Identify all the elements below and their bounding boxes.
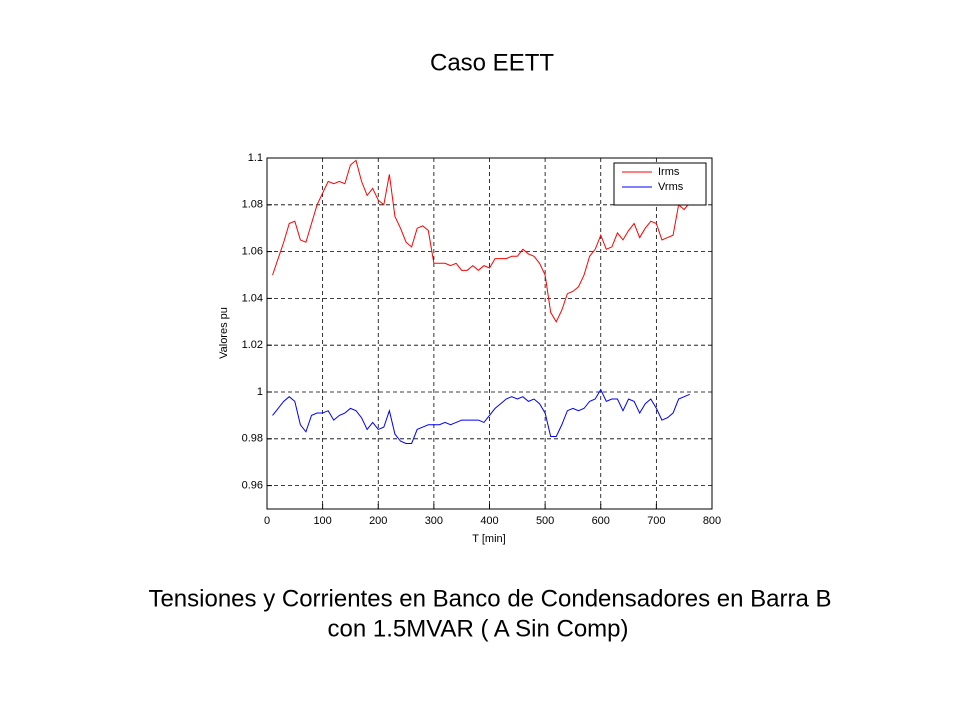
legend-label: Vrms <box>658 181 684 193</box>
legend-label: Irms <box>658 166 680 178</box>
caption: con 1.5MVAR ( A Sin Comp) <box>327 615 628 642</box>
y-tick-label: 0.96 <box>242 480 263 492</box>
x-tick-label: 800 <box>703 515 721 527</box>
slide-title: Caso EETT <box>430 49 554 76</box>
x-tick-label: 600 <box>592 515 610 527</box>
series-line <box>272 159 691 323</box>
x-axis-label: T [min] <box>472 533 505 545</box>
y-tick-label: 1 <box>257 386 263 398</box>
plot-frame <box>266 157 713 510</box>
series-line <box>272 388 690 444</box>
y-tick-label: 1.04 <box>242 292 263 304</box>
y-tick-label: 0.98 <box>242 433 263 445</box>
x-tick-label: 0 <box>264 515 270 527</box>
x-tick-label: 100 <box>313 515 331 527</box>
y-axis-label: Valores pu <box>218 307 230 359</box>
legend-box <box>613 162 707 206</box>
x-tick-label: 500 <box>536 515 554 527</box>
x-tick-label: 200 <box>369 515 387 527</box>
x-tick-label: 400 <box>480 515 498 527</box>
y-tick-label: 1.02 <box>242 339 263 351</box>
x-tick-label: 700 <box>647 515 665 527</box>
y-tick-label: 1.08 <box>242 199 263 211</box>
y-tick-label: 1.06 <box>242 246 263 258</box>
x-tick-label: 300 <box>425 515 443 527</box>
caption: Tensiones y Corrientes en Banco de Conde… <box>148 585 831 612</box>
y-tick-label: 1.1 <box>248 152 263 164</box>
